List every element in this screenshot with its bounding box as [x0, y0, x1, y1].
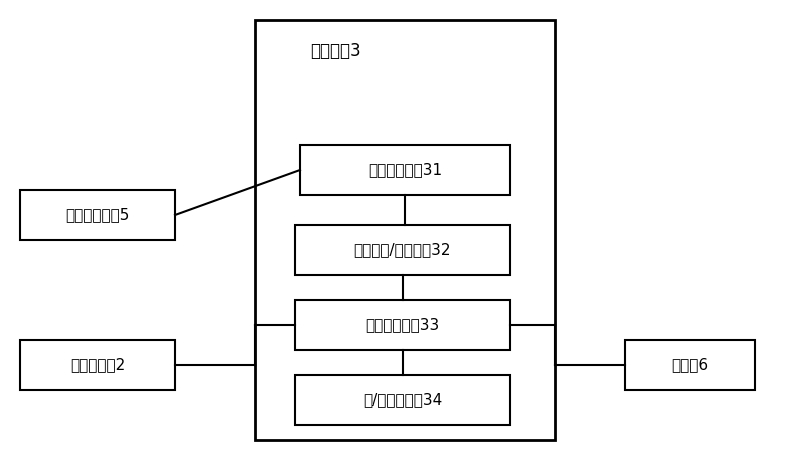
Text: 控制电路3: 控制电路3 [310, 42, 361, 60]
Text: 微流量传感器5: 微流量传感器5 [66, 207, 130, 222]
Bar [625, 340, 755, 390]
Bar [20, 340, 175, 390]
Bar [295, 375, 510, 425]
Bar [295, 225, 510, 275]
Bar [300, 145, 510, 195]
Text: 阀门控制电路33: 阀门控制电路33 [366, 318, 440, 332]
Text: 数据接收/发送电路32: 数据接收/发送电路32 [354, 243, 451, 258]
Text: 检测控制阀2: 检测控制阀2 [70, 358, 125, 373]
Bar [255, 20, 555, 440]
Text: 泄漏检测电路31: 泄漏检测电路31 [368, 162, 442, 178]
Bar [295, 300, 510, 350]
Bar [20, 190, 175, 240]
Text: 主控阀6: 主控阀6 [671, 358, 709, 373]
Text: 声/光报警电路34: 声/光报警电路34 [363, 392, 442, 408]
